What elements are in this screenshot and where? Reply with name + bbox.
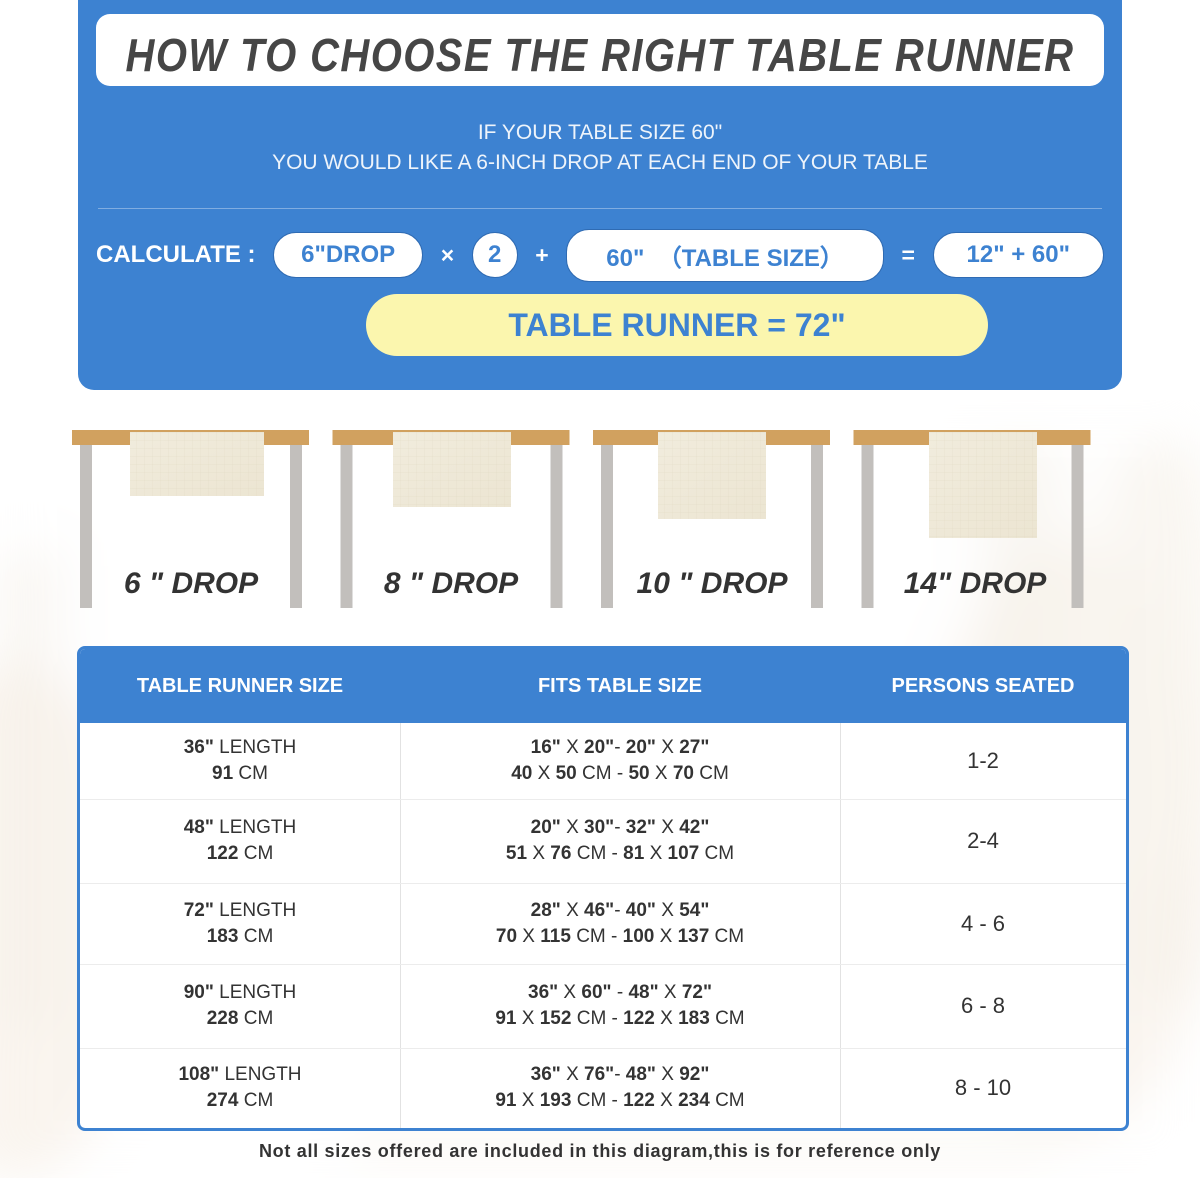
svg-text:6 " DROP: 6 " DROP: [124, 567, 259, 600]
svg-text:14" DROP: 14" DROP: [904, 567, 1048, 600]
svg-text:8 " DROP: 8 " DROP: [384, 567, 519, 600]
svg-text:10 " DROP: 10 " DROP: [637, 567, 789, 600]
